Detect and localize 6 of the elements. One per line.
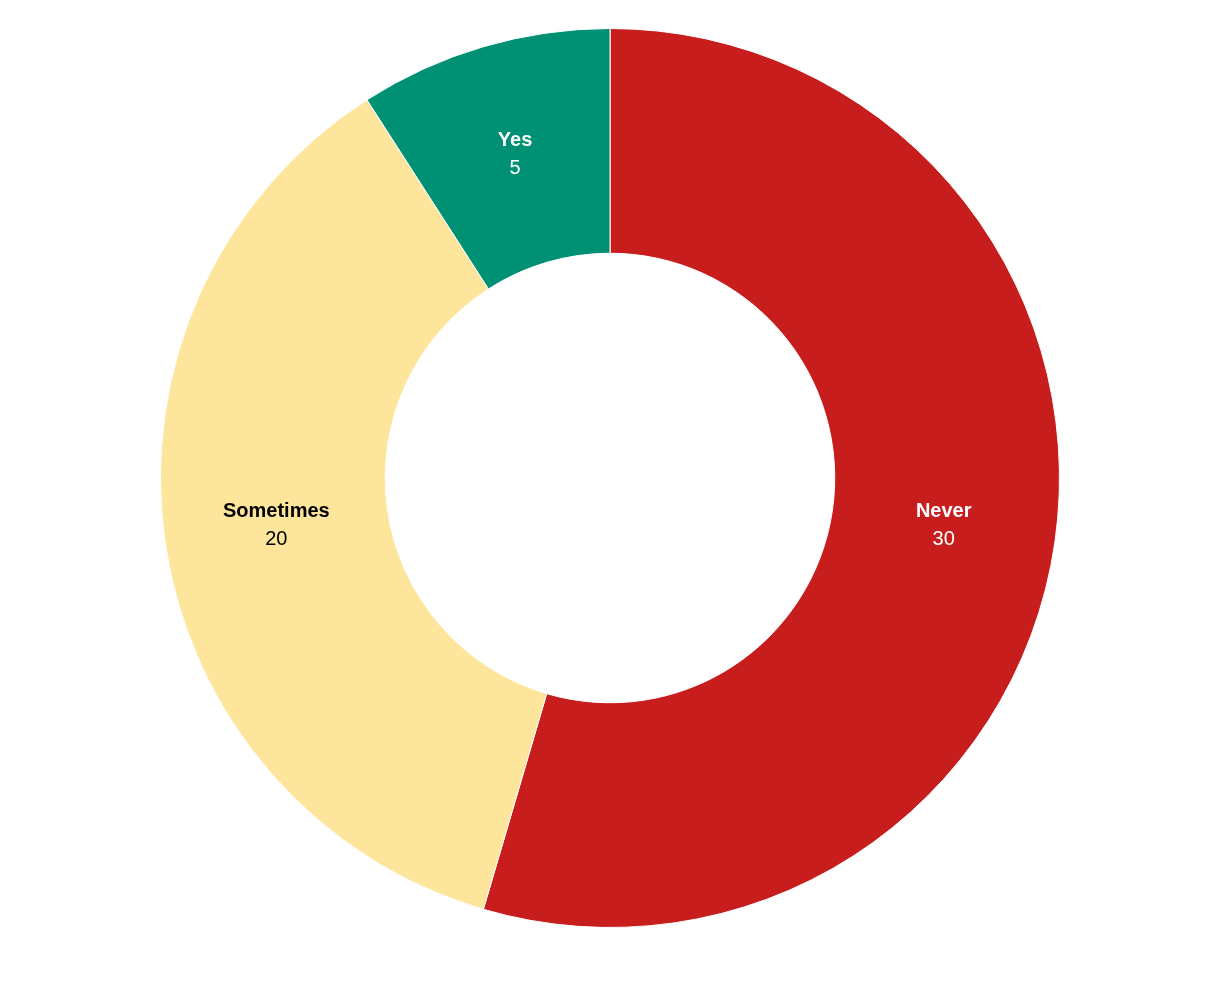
slice-label: Yes — [497, 128, 533, 151]
data-label: 30 — [932, 527, 955, 550]
data-label: 5 — [509, 156, 521, 179]
slice-label: Never — [915, 499, 972, 522]
slice-label: Sometimes — [222, 499, 330, 522]
data-label: 20 — [265, 527, 288, 550]
